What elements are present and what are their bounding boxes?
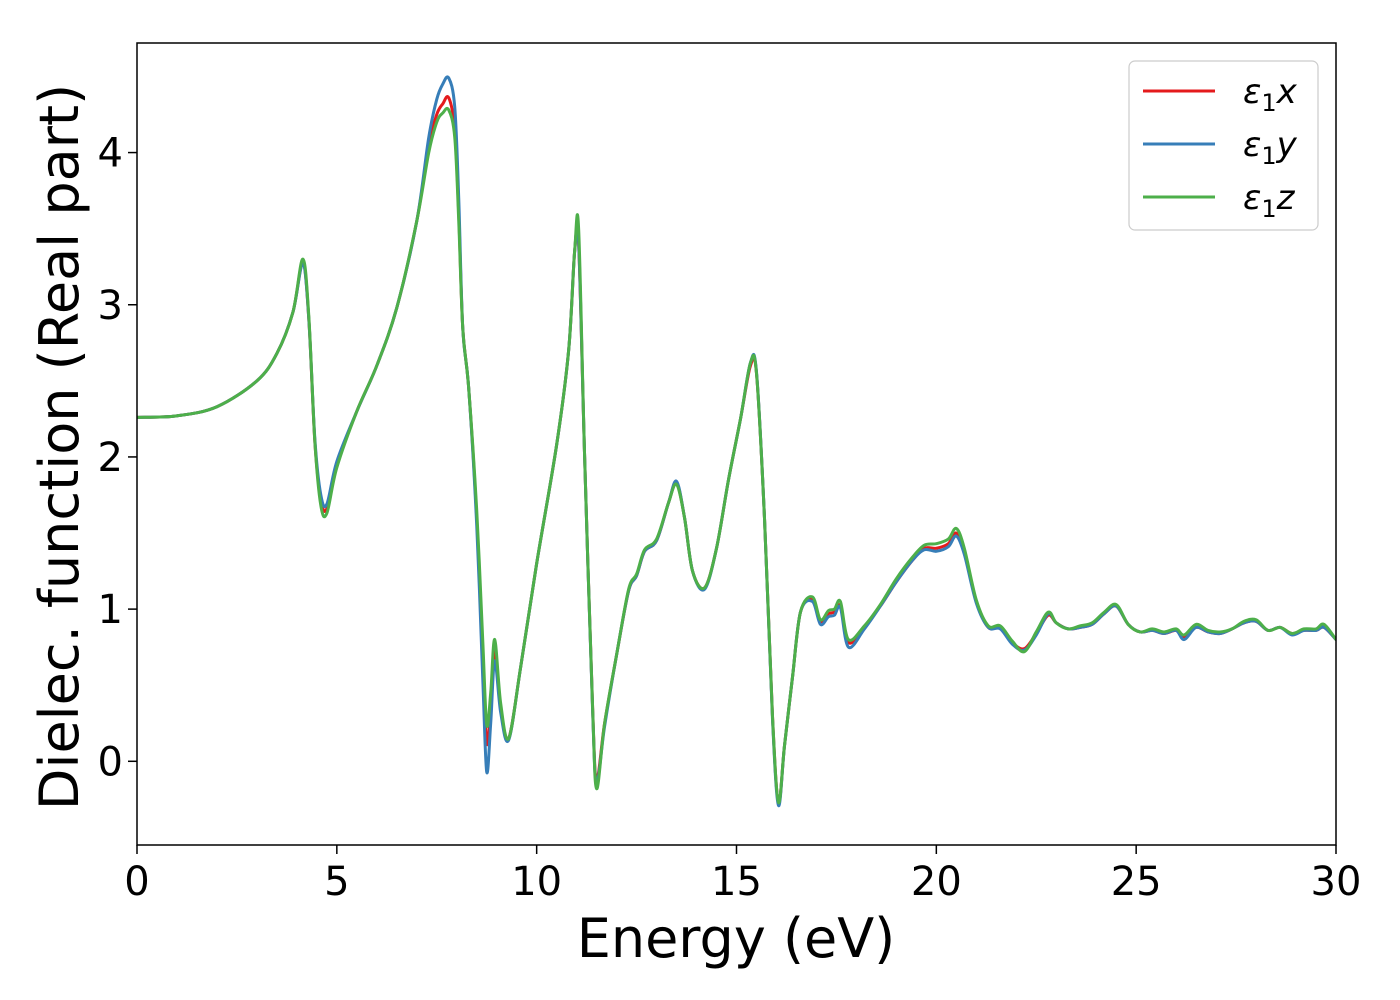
y-tick-label: 3 — [98, 283, 123, 329]
y-axis: 0 1 2 3 4 — [98, 131, 137, 785]
legend-box — [1128, 60, 1319, 231]
x-tick-label: 10 — [511, 859, 562, 905]
x-tick-label: 15 — [711, 859, 762, 905]
x-tick-label: 25 — [1111, 859, 1162, 905]
series-line-z — [137, 106, 1336, 804]
legend-label-x: ε1x — [1243, 72, 1298, 117]
x-tick-label: 0 — [124, 859, 149, 905]
x-tick-label: 30 — [1311, 859, 1362, 905]
x-tick-label: 5 — [324, 859, 349, 905]
series-layer — [137, 75, 1336, 807]
x-tick-label: 20 — [911, 859, 962, 905]
y-tick-label: 0 — [98, 739, 123, 785]
legend-label-z: ε1z — [1243, 178, 1296, 223]
legend: ε1x ε1y ε1z — [1128, 60, 1319, 231]
y-tick-label: 1 — [98, 587, 123, 633]
legend-label-y: ε1y — [1243, 125, 1298, 170]
y-tick-label: 2 — [98, 435, 123, 481]
y-tick-label: 4 — [98, 131, 123, 177]
x-axis-label: Energy (eV) — [577, 907, 896, 970]
x-axis: 0 5 10 15 20 25 30 — [124, 845, 1361, 905]
y-axis-label: Dielec. function (Real part) — [28, 84, 91, 810]
